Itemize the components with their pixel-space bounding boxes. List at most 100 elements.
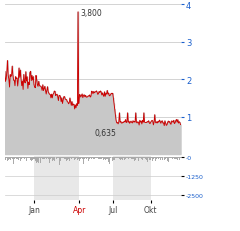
Bar — [131, 157, 132, 159]
Bar — [152, 157, 153, 161]
Bar — [47, 157, 48, 158]
Bar — [164, 157, 165, 160]
Bar — [132, 157, 133, 159]
Bar — [144, 157, 145, 158]
Bar — [37, 157, 38, 162]
Bar — [84, 157, 85, 161]
Bar — [173, 157, 174, 158]
Bar — [85, 157, 86, 158]
Bar — [172, 157, 173, 160]
Bar — [106, 157, 107, 159]
Bar — [12, 157, 13, 160]
Bar — [108, 157, 109, 162]
Bar — [120, 157, 121, 160]
Bar — [18, 157, 19, 160]
Bar — [80, 157, 81, 160]
Bar — [170, 157, 171, 158]
Bar — [34, 157, 35, 159]
Bar — [41, 157, 42, 158]
Bar — [87, 157, 88, 158]
Bar — [27, 157, 28, 159]
Bar — [89, 157, 90, 159]
Bar — [43, 157, 44, 159]
Bar — [137, 157, 138, 161]
Bar — [166, 157, 167, 158]
Bar — [123, 157, 124, 159]
Bar — [5, 157, 6, 160]
Bar — [48, 157, 49, 159]
Bar — [64, 157, 65, 160]
Bar — [13, 157, 14, 164]
Bar — [102, 157, 103, 159]
Bar — [103, 157, 104, 164]
Bar — [73, 157, 74, 158]
Bar — [46, 157, 47, 159]
Bar — [140, 157, 141, 158]
Bar — [129, 157, 130, 158]
Bar — [57, 157, 58, 158]
Bar — [101, 157, 102, 158]
Bar — [58, 157, 59, 158]
Bar — [10, 157, 11, 161]
Bar — [113, 157, 114, 160]
Bar — [157, 157, 158, 158]
Bar — [20, 157, 21, 161]
Bar — [118, 157, 119, 159]
Bar — [9, 157, 10, 159]
Bar — [142, 157, 143, 161]
Bar — [78, 157, 79, 160]
Bar — [155, 157, 156, 161]
Bar — [6, 157, 7, 158]
Bar — [119, 157, 120, 159]
Bar — [150, 157, 151, 160]
Bar — [96, 157, 97, 158]
Bar — [177, 157, 178, 160]
Bar — [169, 157, 170, 158]
Bar — [77, 157, 78, 160]
Bar — [74, 157, 75, 161]
Bar — [76, 157, 77, 159]
Bar — [16, 157, 17, 159]
Bar — [36, 157, 37, 164]
Bar — [65, 157, 66, 160]
Bar — [28, 157, 29, 158]
Bar — [93, 157, 94, 159]
Bar — [29, 157, 30, 158]
Bar — [111, 157, 112, 158]
Bar — [136, 157, 137, 158]
Bar — [39, 157, 40, 158]
Bar — [148, 157, 149, 158]
Bar — [83, 157, 84, 164]
Bar — [81, 157, 82, 158]
Bar — [134, 157, 135, 161]
Bar — [91, 157, 92, 160]
Bar — [160, 157, 161, 160]
Bar — [53, 157, 54, 161]
Bar — [72, 157, 73, 159]
Bar — [168, 157, 169, 162]
Bar — [31, 157, 32, 161]
Bar — [26, 157, 27, 161]
Bar — [30, 157, 31, 160]
Bar — [75, 157, 76, 159]
Bar — [97, 157, 98, 159]
Bar — [68, 157, 69, 159]
Bar — [104, 157, 105, 159]
Bar — [70, 157, 71, 158]
Bar — [42, 157, 43, 160]
Bar — [8, 157, 9, 161]
Bar — [143, 157, 144, 158]
Bar — [112, 157, 113, 161]
Bar — [52, 157, 53, 162]
Bar — [62, 157, 63, 159]
Bar — [100, 157, 101, 159]
Bar — [180, 157, 181, 158]
Bar — [128, 157, 129, 159]
Bar — [153, 157, 154, 159]
Bar — [40, 157, 41, 163]
Bar — [98, 157, 99, 160]
Bar — [149, 157, 150, 160]
Bar — [67, 157, 68, 158]
Bar — [162, 157, 163, 161]
Bar — [15, 157, 16, 158]
